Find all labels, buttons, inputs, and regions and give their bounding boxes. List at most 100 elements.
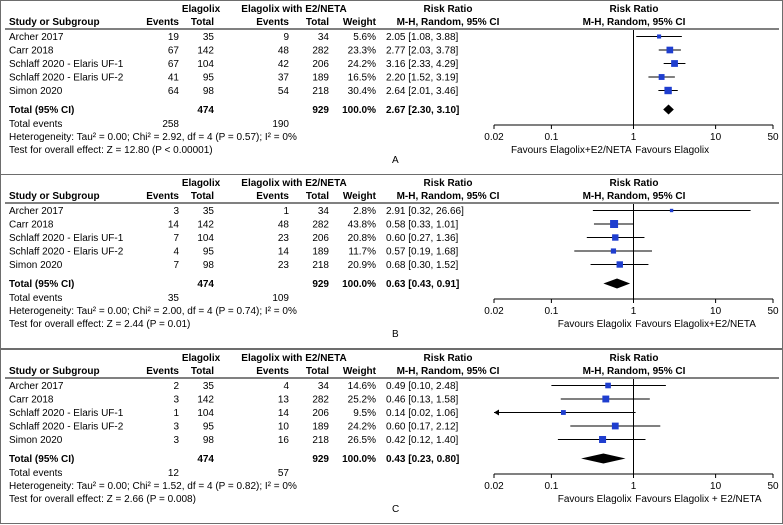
heterogeneity-text: Heterogeneity: Tau² = 0.00; Chi² = 2.92,… (9, 132, 297, 143)
events2-cell: 37 (278, 73, 290, 84)
total1-cell: 98 (203, 435, 215, 446)
events2-cell: 14 (278, 408, 290, 419)
weight-cell: 20.8% (348, 233, 376, 244)
x-tick-label: 1 (631, 481, 637, 492)
study-name: Schlaff 2020 - Elaris UF-2 (9, 73, 124, 84)
weight-cell: 43.8% (348, 220, 376, 231)
total2-cell: 218 (312, 86, 329, 97)
x-tick-label: 50 (767, 132, 779, 143)
weight-header: Weight (343, 366, 377, 377)
ratio-method-header: M-H, Random, 95% CI (397, 17, 500, 28)
total1-cell: 98 (203, 86, 215, 97)
total2-header: Total (306, 366, 329, 377)
ratio-col-title: Risk Ratio (424, 178, 473, 189)
study-name: Carr 2018 (9, 220, 54, 231)
weight-cell: 30.4% (348, 86, 376, 97)
total2-cell: 189 (312, 247, 329, 258)
point-estimate (666, 46, 674, 54)
total1-cell: 95 (203, 422, 215, 433)
panel-label: A (392, 155, 399, 166)
weight-cell: 9.5% (353, 408, 376, 419)
ci-arrow (494, 409, 499, 416)
total2-header: Total (306, 191, 329, 202)
study-col-header: Study or Subgroup (9, 191, 100, 202)
total-n2: 929 (312, 454, 329, 465)
heterogeneity-text: Heterogeneity: Tau² = 0.00; Chi² = 2.00,… (9, 306, 297, 317)
x-tick-label: 0.1 (544, 132, 558, 143)
forest-panel-b: Elagolix Elagolix with E2/NETA Risk Ratio R… (0, 174, 783, 349)
total-events1: 12 (168, 468, 180, 479)
x-tick-label: 10 (710, 132, 722, 143)
events2-cell: 10 (278, 422, 290, 433)
weight-cell: 2.8% (353, 206, 376, 217)
favours-left: Favours Elagolix (558, 494, 632, 505)
events2-cell: 13 (278, 395, 290, 406)
total1-header: Total (191, 366, 214, 377)
ci-cell: 0.68 [0.30, 1.52] (386, 260, 459, 271)
study-col-header: Study or Subgroup (9, 366, 100, 377)
ratio-method-header: M-H, Random, 95% CI (397, 366, 500, 377)
ci-cell: 3.16 [2.33, 4.29] (386, 59, 459, 70)
events1-cell: 1 (173, 408, 179, 419)
total-n1: 474 (197, 105, 214, 116)
events2-cell: 1 (283, 206, 289, 217)
total1-cell: 95 (203, 73, 215, 84)
plot-method-header: M-H, Random, 95% CI (583, 366, 686, 377)
weight-cell: 24.2% (348, 59, 376, 70)
events1-cell: 7 (173, 233, 179, 244)
total2-cell: 34 (318, 206, 330, 217)
point-estimate (610, 220, 619, 228)
overall-effect-text: Test for overall effect: Z = 2.44 (P = 0… (9, 319, 190, 330)
panel-label: C (392, 504, 399, 515)
overall-effect-text: Test for overall effect: Z = 2.66 (P = 0… (9, 494, 196, 505)
ci-cell: 2.20 [1.52, 3.19] (386, 73, 459, 84)
total1-cell: 35 (203, 32, 215, 43)
events1-cell: 3 (173, 422, 179, 433)
events2-cell: 48 (278, 46, 290, 57)
total-events2: 109 (272, 293, 289, 304)
total-events2: 190 (272, 119, 289, 130)
total2-header: Total (306, 17, 329, 28)
total1-header: Total (191, 17, 214, 28)
total1-cell: 104 (197, 59, 214, 70)
total2-cell: 189 (312, 422, 329, 433)
weight-cell: 24.2% (348, 422, 376, 433)
x-tick-label: 0.02 (484, 132, 504, 143)
total2-cell: 206 (312, 59, 329, 70)
pooled-diamond (581, 453, 626, 464)
total-ci: 0.43 [0.23, 0.80] (386, 454, 459, 465)
overall-effect-text: Test for overall effect: Z = 12.80 (P < … (9, 145, 213, 156)
forest-plot-svg: Elagolix Elagolix with E2/NETA Risk Ratio R… (5, 178, 779, 340)
total-weight: 100.0% (342, 105, 376, 116)
total-weight: 100.0% (342, 279, 376, 290)
study-name: Simon 2020 (9, 260, 63, 271)
events1-cell: 2 (173, 381, 179, 392)
ci-cell: 0.58 [0.33, 1.01] (386, 220, 459, 231)
total2-cell: 282 (312, 395, 329, 406)
total2-cell: 282 (312, 220, 329, 231)
ci-cell: 2.05 [1.08, 3.88] (386, 32, 459, 43)
study-name: Simon 2020 (9, 86, 63, 97)
total-events2: 57 (278, 468, 290, 479)
events1-cell: 19 (168, 32, 180, 43)
events2-cell: 14 (278, 247, 290, 258)
weight-cell: 14.6% (348, 381, 376, 392)
favours-right: Favours Elagolix+E2/NETA (635, 319, 756, 330)
total1-cell: 35 (203, 381, 215, 392)
weight-cell: 11.7% (348, 247, 376, 258)
study-name: Schlaff 2020 - Elaris UF-1 (9, 233, 124, 244)
events1-cell: 3 (173, 395, 179, 406)
point-estimate (605, 382, 611, 389)
x-tick-label: 10 (710, 481, 722, 492)
events2-header: Events (256, 17, 289, 28)
events1-cell: 64 (168, 86, 180, 97)
point-estimate (560, 410, 566, 415)
total-weight: 100.0% (342, 454, 376, 465)
events1-header: Events (146, 191, 179, 202)
weight-header: Weight (343, 17, 377, 28)
events1-cell: 4 (173, 247, 179, 258)
study-name: Archer 2017 (9, 381, 64, 392)
total-events1: 258 (162, 119, 179, 130)
total2-cell: 34 (318, 32, 330, 43)
events1-header: Events (146, 366, 179, 377)
